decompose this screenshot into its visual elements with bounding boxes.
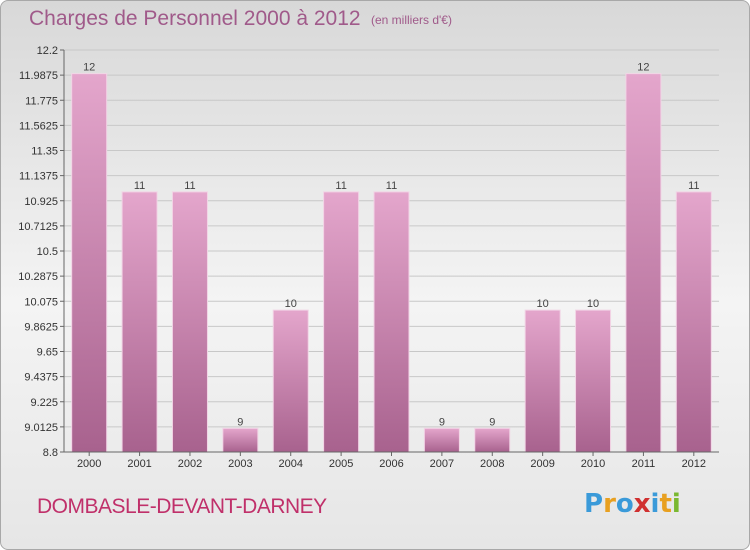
logo-letter: i	[671, 489, 681, 519]
y-tick-label: 9.225	[30, 397, 58, 409]
y-tick-label: 8.8	[43, 447, 58, 459]
logo-letter: x	[633, 489, 651, 519]
bar	[423, 427, 460, 453]
y-tick-label: 10.7125	[18, 221, 58, 233]
x-tick-label: 2003	[228, 458, 252, 470]
y-tick-label: 10.925	[24, 196, 58, 208]
y-tick-label: 12.2	[37, 45, 58, 57]
logo-letter: i	[650, 489, 660, 519]
data-label: 11	[688, 180, 699, 192]
bar	[272, 309, 309, 453]
bars: 12 11 11 9 10 11 11 9 9 10 10 12 11	[71, 62, 712, 453]
x-tick-label: 2002	[178, 458, 202, 470]
bar	[373, 191, 410, 453]
data-label: 12	[637, 62, 649, 74]
x-tick-label: 2000	[77, 458, 101, 470]
logo-letter: o	[615, 489, 634, 519]
data-label: 11	[335, 180, 346, 192]
chart-unit-label: (en milliers d'€)	[371, 13, 452, 27]
bar	[222, 427, 259, 453]
bar	[474, 427, 511, 453]
bar	[323, 191, 360, 453]
bar	[625, 73, 662, 453]
x-tick-label: 2009	[530, 458, 554, 470]
y-tick-label: 11.5625	[19, 120, 58, 132]
data-label: 9	[237, 416, 243, 428]
bar	[171, 191, 208, 453]
commune-name: DOMBASLE-DEVANT-DARNEY	[37, 495, 327, 518]
y-tick-label: 9.65	[37, 347, 58, 359]
logo-letter: P	[584, 489, 604, 519]
y-tick-label: 10.075	[24, 296, 58, 308]
data-label: 10	[285, 298, 297, 310]
chart-title: Charges de Personnel 2000 à 2012	[29, 7, 361, 30]
proxiti-logo[interactable]: Proxiti	[584, 489, 681, 519]
x-tick-label: 2007	[430, 458, 454, 470]
data-label: 11	[386, 180, 397, 192]
y-tick-label: 9.4375	[24, 372, 58, 384]
y-tick-label: 9.8625	[24, 321, 58, 333]
x-tick-label: 2004	[278, 458, 302, 470]
bar	[121, 191, 158, 453]
x-tick-label: 2011	[632, 458, 656, 470]
x-tick-label: 2010	[581, 458, 605, 470]
data-label: 9	[489, 416, 495, 428]
data-label: 9	[439, 416, 445, 428]
bar	[575, 309, 612, 453]
x-tick-label: 2012	[682, 458, 706, 470]
axes: 12.2 11.9875 11.775 11.5625 11.35 11.1375 10.9…	[18, 45, 719, 470]
x-tick-label: 2006	[379, 458, 403, 470]
y-tick-label: 10.5	[37, 246, 58, 258]
y-tick-label: 11.1375	[19, 171, 58, 183]
logo-letter: t	[659, 489, 672, 519]
data-label: 10	[587, 298, 599, 310]
bar	[71, 73, 108, 453]
data-label: 10	[537, 298, 549, 310]
data-label: 11	[184, 180, 195, 192]
x-tick-label: 2001	[127, 458, 151, 470]
y-tick-label: 11.9875	[19, 70, 58, 82]
x-tick-label: 2005	[329, 458, 353, 470]
bar	[524, 309, 561, 453]
y-tick-label: 10.2875	[18, 271, 58, 283]
data-label: 12	[83, 62, 95, 74]
y-tick-label: 11.775	[25, 95, 58, 107]
data-label: 11	[134, 180, 145, 192]
y-tick-label: 11.35	[31, 146, 58, 158]
x-tick-label: 2008	[480, 458, 504, 470]
bar	[675, 191, 712, 453]
logo-letter: r	[603, 489, 616, 519]
y-tick-label: 9.0125	[24, 422, 58, 434]
